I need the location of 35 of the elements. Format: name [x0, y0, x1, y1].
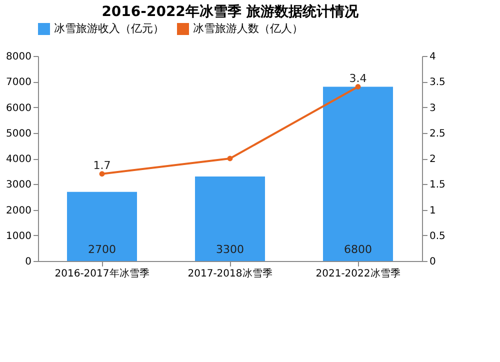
y2-tick-label: 0	[430, 256, 436, 268]
data-label: 6800	[344, 243, 372, 256]
y2-tick-label: 3.5	[430, 77, 446, 88]
y2-tick-label: 1.5	[430, 180, 446, 191]
bar	[195, 176, 265, 261]
data-label: 1.7	[93, 158, 111, 172]
point	[99, 171, 105, 177]
y2-tick-label: 0.5	[430, 230, 446, 242]
y-tick-label: 4000	[6, 154, 32, 165]
y-tick-label: 5000	[6, 128, 32, 140]
y2-tick-label: 4	[430, 52, 436, 62]
y2-tick-label: 2.5	[430, 128, 446, 140]
y-tick-label: 2000	[6, 205, 32, 216]
y2-tick-label: 2	[430, 154, 436, 165]
legend-label: 冰雪旅游人数（亿人）	[193, 22, 303, 35]
chart-title: 2016-2022年冰雪季 旅游数据统计情况	[102, 3, 360, 20]
legend-label: 冰雪旅游收入（亿元）	[54, 22, 164, 35]
y-tick-label: 6000	[6, 102, 32, 114]
data-label: 3.4	[349, 72, 367, 85]
x-tick-label: 2021-2022冰雪季	[316, 268, 400, 280]
data-label: 2700	[88, 243, 116, 256]
y-tick-label: 8000	[6, 52, 32, 62]
point	[227, 156, 233, 162]
x-tick-label: 2016-2017年冰雪季	[54, 268, 150, 280]
y-tick-label: 0	[25, 256, 32, 268]
y-tick-label: 3000	[6, 180, 32, 191]
y2-tick-label: 3	[430, 102, 436, 114]
y-tick-label: 1000	[6, 230, 32, 242]
data-label: 3300	[216, 243, 244, 256]
point	[355, 84, 361, 90]
y2-tick-label: 1	[430, 205, 436, 216]
y-tick-label: 7000	[6, 77, 32, 88]
bar	[67, 192, 137, 261]
bar	[323, 86, 393, 261]
x-tick-label: 2017-2018冰雪季	[188, 268, 272, 280]
